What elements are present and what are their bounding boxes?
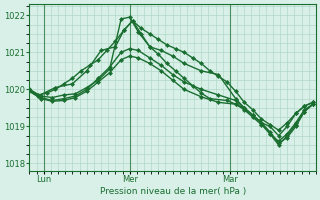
X-axis label: Pression niveau de la mer( hPa ): Pression niveau de la mer( hPa )	[100, 187, 246, 196]
